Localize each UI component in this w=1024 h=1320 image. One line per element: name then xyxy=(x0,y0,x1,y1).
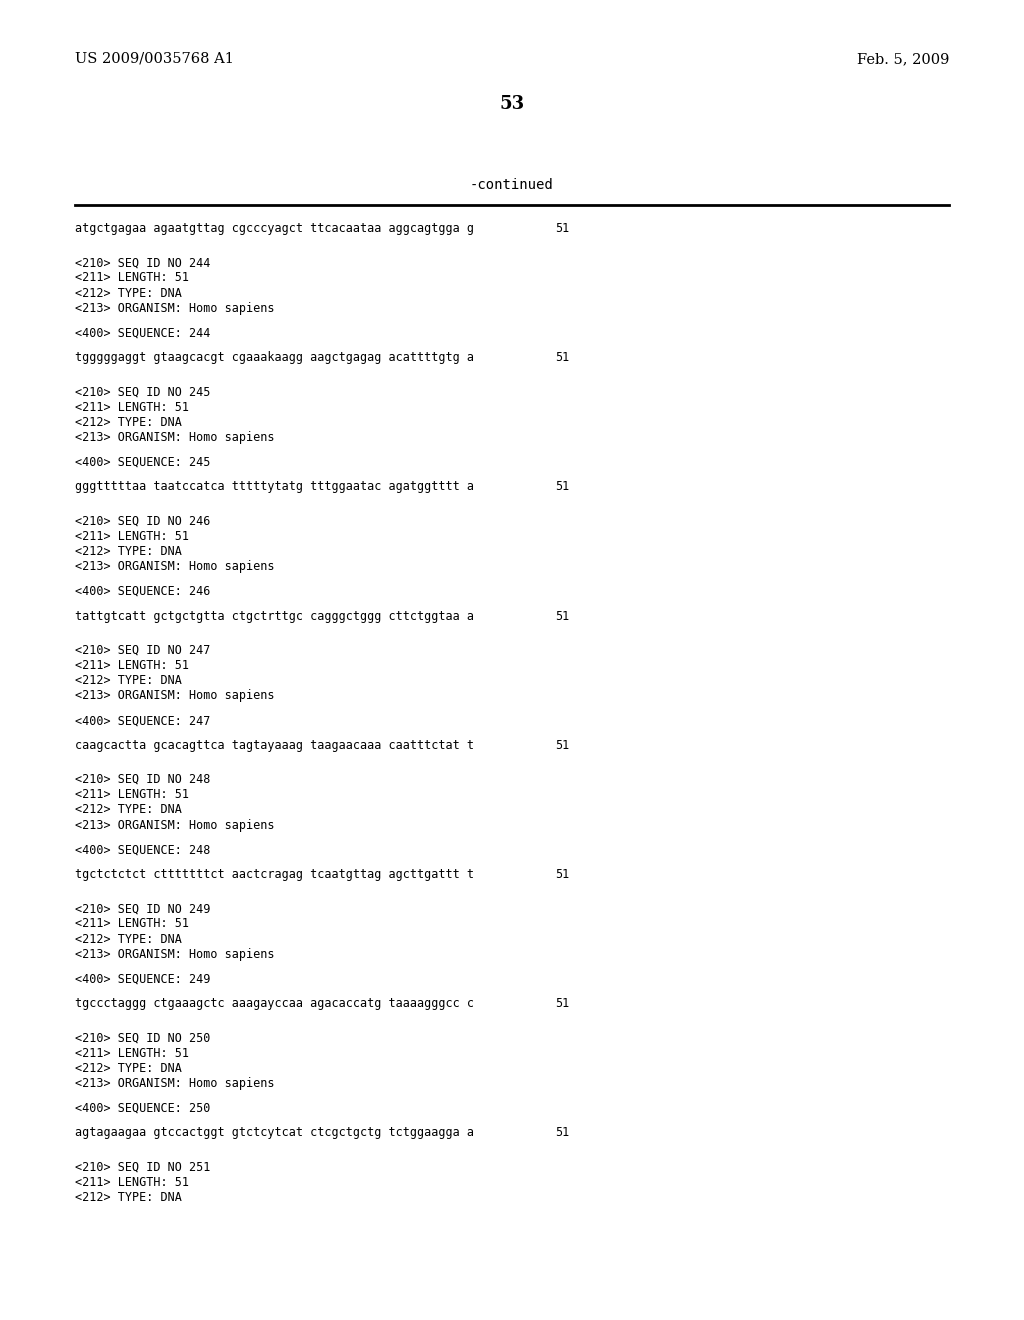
Text: <400> SEQUENCE: 244: <400> SEQUENCE: 244 xyxy=(75,326,210,339)
Text: <210> SEQ ID NO 251: <210> SEQ ID NO 251 xyxy=(75,1160,210,1173)
Text: <210> SEQ ID NO 244: <210> SEQ ID NO 244 xyxy=(75,256,210,269)
Text: <400> SEQUENCE: 245: <400> SEQUENCE: 245 xyxy=(75,455,210,469)
Text: 51: 51 xyxy=(555,222,569,235)
Text: <211> LENGTH: 51: <211> LENGTH: 51 xyxy=(75,529,189,543)
Text: <210> SEQ ID NO 249: <210> SEQ ID NO 249 xyxy=(75,902,210,915)
Text: 51: 51 xyxy=(555,610,569,623)
Text: <213> ORGANISM: Homo sapiens: <213> ORGANISM: Homo sapiens xyxy=(75,948,274,961)
Text: <400> SEQUENCE: 249: <400> SEQUENCE: 249 xyxy=(75,973,210,986)
Text: 51: 51 xyxy=(555,997,569,1010)
Text: <212> TYPE: DNA: <212> TYPE: DNA xyxy=(75,286,182,300)
Text: <212> TYPE: DNA: <212> TYPE: DNA xyxy=(75,545,182,558)
Text: atgctgagaa agaatgttag cgcccyagct ttcacaataa aggcagtgga g: atgctgagaa agaatgttag cgcccyagct ttcacaa… xyxy=(75,222,474,235)
Text: 51: 51 xyxy=(555,869,569,880)
Text: <211> LENGTH: 51: <211> LENGTH: 51 xyxy=(75,1047,189,1060)
Text: 51: 51 xyxy=(555,1126,569,1139)
Text: <213> ORGANISM: Homo sapiens: <213> ORGANISM: Homo sapiens xyxy=(75,432,274,444)
Text: tgggggaggt gtaagcacgt cgaaakaagg aagctgagag acattttgtg a: tgggggaggt gtaagcacgt cgaaakaagg aagctga… xyxy=(75,351,474,364)
Text: -continued: -continued xyxy=(470,178,554,191)
Text: <212> TYPE: DNA: <212> TYPE: DNA xyxy=(75,675,182,688)
Text: 51: 51 xyxy=(555,480,569,494)
Text: <211> LENGTH: 51: <211> LENGTH: 51 xyxy=(75,272,189,284)
Text: <212> TYPE: DNA: <212> TYPE: DNA xyxy=(75,1061,182,1074)
Text: <400> SEQUENCE: 247: <400> SEQUENCE: 247 xyxy=(75,714,210,727)
Text: <211> LENGTH: 51: <211> LENGTH: 51 xyxy=(75,1176,189,1189)
Text: tgctctctct ctttttttct aactcragag tcaatgttag agcttgattt t: tgctctctct ctttttttct aactcragag tcaatgt… xyxy=(75,869,474,880)
Text: gggtttttaa taatccatca tttttytatg tttggaatac agatggtttt a: gggtttttaa taatccatca tttttytatg tttggaa… xyxy=(75,480,474,494)
Text: US 2009/0035768 A1: US 2009/0035768 A1 xyxy=(75,51,233,66)
Text: <400> SEQUENCE: 250: <400> SEQUENCE: 250 xyxy=(75,1102,210,1114)
Text: caagcactta gcacagttca tagtayaaag taagaacaaa caatttctat t: caagcactta gcacagttca tagtayaaag taagaac… xyxy=(75,739,474,752)
Text: 51: 51 xyxy=(555,351,569,364)
Text: <213> ORGANISM: Homo sapiens: <213> ORGANISM: Homo sapiens xyxy=(75,302,274,314)
Text: <213> ORGANISM: Homo sapiens: <213> ORGANISM: Homo sapiens xyxy=(75,818,274,832)
Text: <210> SEQ ID NO 250: <210> SEQ ID NO 250 xyxy=(75,1031,210,1044)
Text: <211> LENGTH: 51: <211> LENGTH: 51 xyxy=(75,659,189,672)
Text: 53: 53 xyxy=(500,95,524,114)
Text: <212> TYPE: DNA: <212> TYPE: DNA xyxy=(75,416,182,429)
Text: <212> TYPE: DNA: <212> TYPE: DNA xyxy=(75,933,182,945)
Text: <400> SEQUENCE: 248: <400> SEQUENCE: 248 xyxy=(75,843,210,857)
Text: <211> LENGTH: 51: <211> LENGTH: 51 xyxy=(75,400,189,413)
Text: <213> ORGANISM: Homo sapiens: <213> ORGANISM: Homo sapiens xyxy=(75,1077,274,1090)
Text: agtagaagaa gtccactggt gtctcytcat ctcgctgctg tctggaagga a: agtagaagaa gtccactggt gtctcytcat ctcgctg… xyxy=(75,1126,474,1139)
Text: 51: 51 xyxy=(555,739,569,752)
Text: Feb. 5, 2009: Feb. 5, 2009 xyxy=(857,51,949,66)
Text: <210> SEQ ID NO 248: <210> SEQ ID NO 248 xyxy=(75,774,210,785)
Text: <210> SEQ ID NO 245: <210> SEQ ID NO 245 xyxy=(75,385,210,399)
Text: <211> LENGTH: 51: <211> LENGTH: 51 xyxy=(75,917,189,931)
Text: <210> SEQ ID NO 246: <210> SEQ ID NO 246 xyxy=(75,515,210,528)
Text: <212> TYPE: DNA: <212> TYPE: DNA xyxy=(75,1191,182,1204)
Text: <211> LENGTH: 51: <211> LENGTH: 51 xyxy=(75,788,189,801)
Text: <210> SEQ ID NO 247: <210> SEQ ID NO 247 xyxy=(75,644,210,657)
Text: tattgtcatt gctgctgtta ctgctrttgc cagggctggg cttctggtaa a: tattgtcatt gctgctgtta ctgctrttgc cagggct… xyxy=(75,610,474,623)
Text: tgccctaggg ctgaaagctc aaagayccaa agacaccatg taaaagggcc c: tgccctaggg ctgaaagctc aaagayccaa agacacc… xyxy=(75,997,474,1010)
Text: <213> ORGANISM: Homo sapiens: <213> ORGANISM: Homo sapiens xyxy=(75,560,274,573)
Text: <400> SEQUENCE: 246: <400> SEQUENCE: 246 xyxy=(75,585,210,598)
Text: <213> ORGANISM: Homo sapiens: <213> ORGANISM: Homo sapiens xyxy=(75,689,274,702)
Text: <212> TYPE: DNA: <212> TYPE: DNA xyxy=(75,804,182,816)
